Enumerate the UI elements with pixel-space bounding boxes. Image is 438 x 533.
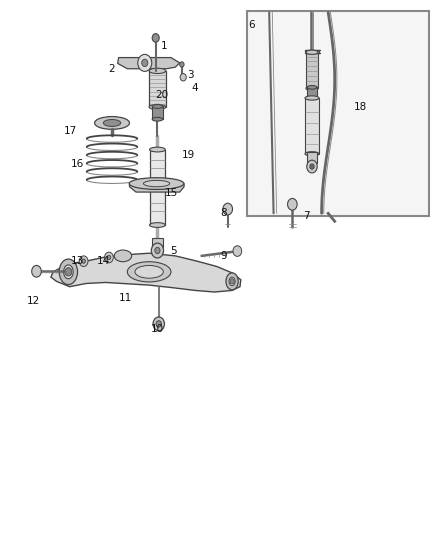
Circle shape: [151, 243, 163, 258]
Circle shape: [310, 164, 314, 169]
Text: 16: 16: [71, 159, 84, 169]
Text: 14: 14: [97, 256, 110, 266]
Circle shape: [79, 256, 88, 266]
Text: 15: 15: [164, 188, 177, 198]
Ellipse shape: [64, 265, 73, 279]
Text: 8: 8: [220, 208, 227, 219]
Ellipse shape: [305, 96, 319, 100]
Ellipse shape: [127, 262, 171, 282]
Text: 17: 17: [64, 126, 77, 136]
Circle shape: [32, 265, 41, 277]
Ellipse shape: [149, 68, 166, 74]
Ellipse shape: [152, 117, 162, 121]
Bar: [306, 52, 318, 88]
Bar: [152, 238, 162, 247]
Text: 12: 12: [27, 296, 40, 306]
Polygon shape: [130, 183, 184, 192]
Ellipse shape: [114, 250, 132, 262]
Circle shape: [153, 317, 164, 331]
Circle shape: [180, 62, 184, 67]
Polygon shape: [51, 253, 241, 292]
Circle shape: [288, 198, 297, 210]
Bar: [305, 98, 319, 154]
Circle shape: [155, 247, 160, 254]
Circle shape: [156, 321, 161, 327]
Bar: [307, 152, 317, 163]
Ellipse shape: [307, 85, 317, 89]
Ellipse shape: [59, 259, 78, 285]
Ellipse shape: [149, 104, 166, 110]
Text: 20: 20: [155, 90, 169, 100]
Text: 5: 5: [170, 246, 177, 255]
Circle shape: [138, 54, 152, 71]
Circle shape: [152, 34, 159, 42]
Circle shape: [105, 252, 113, 263]
Circle shape: [65, 268, 72, 276]
Ellipse shape: [150, 223, 165, 228]
Ellipse shape: [226, 273, 238, 290]
Ellipse shape: [150, 147, 165, 152]
Text: 7: 7: [303, 211, 310, 221]
Ellipse shape: [95, 117, 130, 130]
Circle shape: [223, 203, 233, 215]
Text: 19: 19: [182, 150, 195, 160]
Ellipse shape: [305, 152, 319, 156]
Ellipse shape: [129, 177, 184, 189]
Circle shape: [180, 74, 186, 81]
Text: 3: 3: [187, 70, 194, 80]
Circle shape: [233, 246, 242, 256]
Bar: [247, 11, 428, 216]
Ellipse shape: [306, 86, 318, 91]
Text: 2: 2: [109, 64, 115, 74]
Circle shape: [230, 279, 234, 284]
Text: 13: 13: [71, 256, 84, 266]
Bar: [149, 71, 166, 107]
Polygon shape: [118, 58, 180, 69]
Text: 11: 11: [119, 293, 132, 303]
Text: 4: 4: [192, 83, 198, 93]
Ellipse shape: [152, 104, 162, 108]
Ellipse shape: [144, 180, 170, 187]
Text: 1: 1: [161, 41, 168, 51]
Text: 9: 9: [220, 251, 227, 261]
Bar: [307, 87, 317, 99]
Circle shape: [82, 259, 85, 263]
Polygon shape: [305, 50, 319, 53]
Ellipse shape: [103, 119, 121, 126]
Text: 18: 18: [354, 102, 367, 112]
Text: 6: 6: [248, 20, 255, 30]
Text: 10: 10: [151, 324, 164, 334]
Ellipse shape: [135, 265, 163, 278]
Bar: [150, 150, 165, 225]
Ellipse shape: [306, 50, 318, 54]
Ellipse shape: [229, 277, 235, 286]
Circle shape: [107, 255, 111, 260]
Circle shape: [307, 160, 317, 173]
Circle shape: [142, 59, 148, 67]
Bar: [152, 107, 162, 119]
